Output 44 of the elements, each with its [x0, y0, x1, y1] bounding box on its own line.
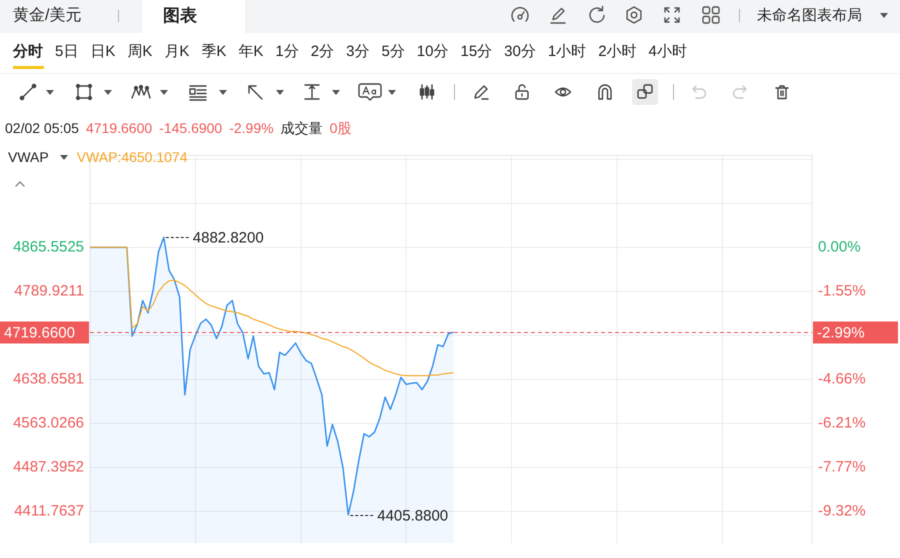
y-tick-label: 4865.5525 — [13, 238, 84, 256]
y2-tick-label: -7.77% — [818, 458, 866, 476]
text: 日K — [90, 43, 116, 61]
text: 1小时 — [548, 43, 586, 61]
y-tick-label: 4789.9211 — [14, 282, 84, 300]
text: 4719.6600 — [86, 120, 152, 137]
text: -2.99% — [229, 120, 274, 137]
text: 5日 — [55, 43, 78, 61]
text: 季K — [201, 43, 226, 61]
text: VWAP:4650.1074 — [76, 149, 188, 165]
text: 2小时 — [598, 43, 637, 61]
text: 3分 — [346, 43, 370, 61]
text: 1分 — [275, 43, 299, 61]
text: 分时 — [13, 43, 43, 61]
text: 月K — [164, 43, 190, 61]
text: 未命名图表布局 — [757, 7, 862, 25]
annotation: 4405.8800 — [377, 508, 448, 525]
text: 成交量 — [280, 120, 323, 137]
y-tick-label: 4563.0266 — [13, 414, 84, 432]
y2-tick-label: -4.66% — [818, 370, 866, 388]
text: 2分 — [310, 43, 334, 61]
y2-tick-label: 0.00% — [818, 238, 861, 256]
ref-line-label: 4719.6600 — [4, 324, 75, 342]
text: 02/02 05:05 — [5, 120, 79, 137]
text: 15分 — [460, 43, 492, 61]
y2-tick-label: -6.21% — [818, 414, 866, 432]
text: 5分 — [381, 43, 405, 61]
y-tick-label: 4411.7637 — [14, 502, 84, 520]
text: 4小时 — [648, 43, 687, 61]
text: 30分 — [504, 43, 536, 61]
text: 图表 — [163, 6, 197, 26]
text: 年K — [238, 43, 264, 61]
chart-title: 黄金/美元 — [13, 6, 82, 26]
text: 0股 — [330, 120, 352, 137]
y2-tick-label: -9.32% — [818, 502, 866, 520]
y2-tick-label: -1.55% — [818, 282, 866, 300]
y-tick-label: 4487.3952 — [13, 458, 84, 476]
text: -145.6900 — [159, 120, 222, 137]
legend-title: VWAP — [8, 149, 49, 165]
text: 周K — [127, 43, 152, 61]
text: 10分 — [416, 43, 448, 61]
annotation: 4882.8200 — [192, 230, 264, 247]
text: -2.99% — [817, 324, 865, 342]
y-tick-label: 4638.6581 — [13, 370, 84, 388]
